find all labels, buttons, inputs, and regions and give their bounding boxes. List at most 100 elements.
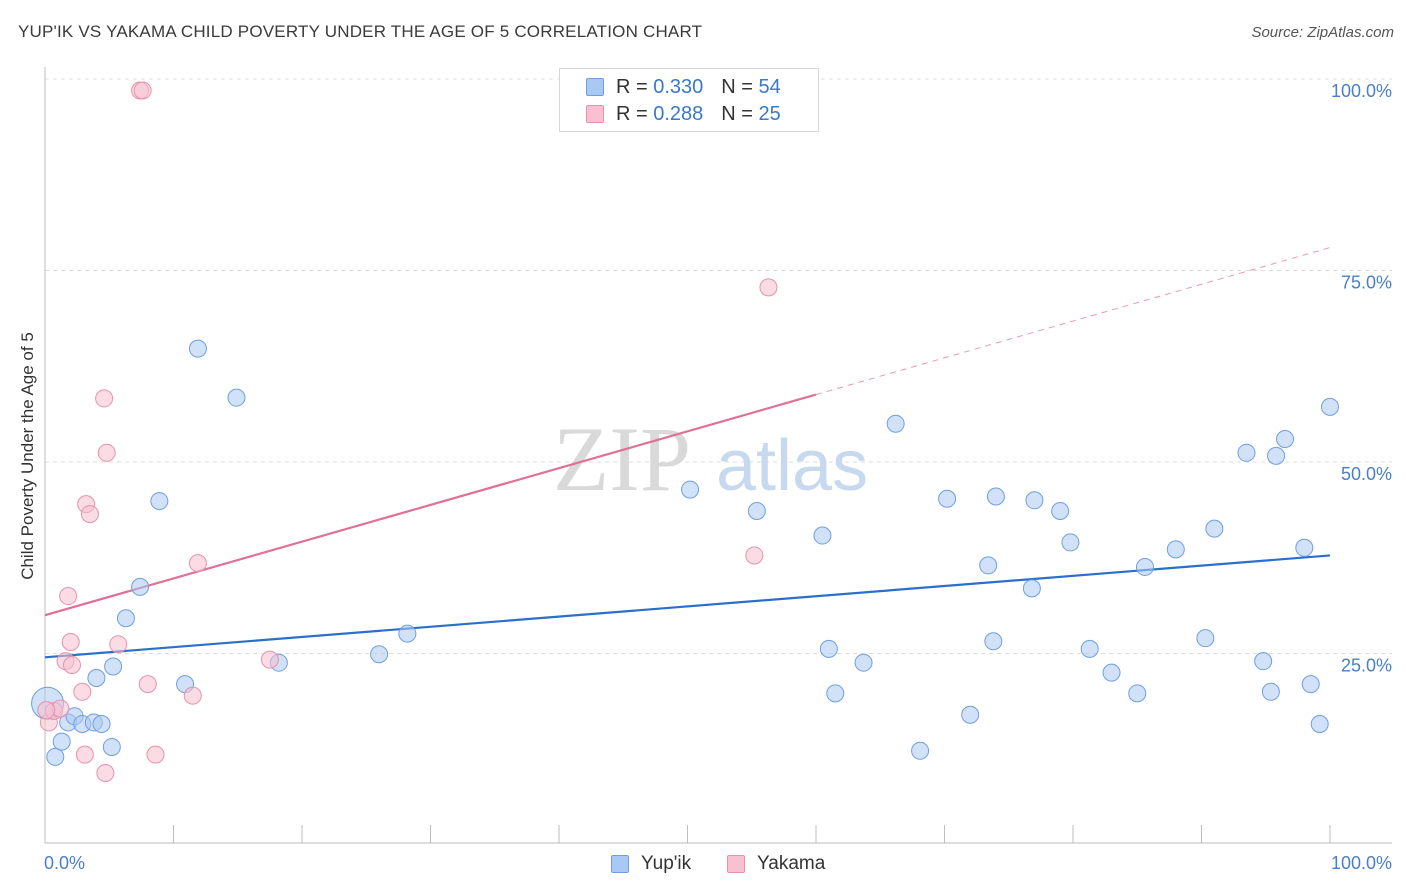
- data-point: [1301, 675, 1320, 694]
- bottom-legend-yakama: Yakama: [727, 852, 825, 876]
- data-point: [116, 609, 135, 628]
- data-point: [826, 684, 845, 703]
- data-point: [986, 487, 1005, 506]
- data-point: [146, 745, 165, 764]
- data-point: [133, 81, 152, 100]
- data-point: [979, 556, 998, 575]
- data-point: [80, 505, 99, 524]
- data-point: [1102, 663, 1121, 682]
- stats-legend: R = 0.330 N = 54 R = 0.288 N = 25: [559, 68, 819, 132]
- source-label: Source: ZipAtlas.com: [1251, 24, 1394, 41]
- bottom-legend-label-yakama: Yakama: [757, 853, 826, 874]
- bottom-legend-swatch-yupik: [611, 855, 629, 873]
- x-tick-label: 0.0%: [44, 853, 85, 873]
- watermark-atlas: atlas: [716, 426, 868, 506]
- legend-row-yakama: R = 0.288 N = 25: [586, 102, 781, 126]
- data-point: [1051, 502, 1070, 521]
- data-point: [759, 278, 778, 297]
- legend-r-value: 0.330: [653, 75, 704, 98]
- data-point: [1310, 714, 1329, 733]
- data-point: [747, 502, 766, 521]
- data-point: [37, 701, 56, 720]
- x-tick-label: 100.0%: [1331, 853, 1392, 873]
- bottom-legend-swatch-yakama: [727, 855, 745, 873]
- data-point: [911, 741, 930, 760]
- data-point: [46, 747, 65, 766]
- y-tick-label: 100.0%: [1331, 81, 1392, 101]
- legend-n-label: N =: [721, 102, 753, 125]
- data-point: [52, 732, 71, 751]
- data-point: [87, 669, 106, 688]
- legend-n-label: N =: [721, 75, 753, 98]
- y-tick-label: 50.0%: [1341, 464, 1392, 484]
- data-point: [183, 686, 202, 705]
- legend-n-value: 54: [758, 75, 781, 98]
- data-point: [984, 632, 1003, 651]
- data-point: [75, 745, 94, 764]
- watermark-zip: ZIP: [553, 408, 691, 510]
- bottom-legend-yupik: Yup'ik: [611, 852, 691, 876]
- legend-swatch-yupik: [586, 78, 604, 96]
- legend-row-yupik: R = 0.330 N = 54: [586, 75, 781, 99]
- data-point: [1135, 557, 1154, 576]
- trend-lines: [44, 247, 1331, 659]
- y-tick-label: 75.0%: [1341, 273, 1392, 293]
- legend-r-label: R =: [616, 75, 648, 98]
- data-point: [1128, 684, 1147, 703]
- data-point: [97, 443, 116, 462]
- data-point: [1267, 446, 1286, 465]
- data-point: [938, 489, 957, 508]
- data-point: [150, 492, 169, 511]
- data-point: [1196, 629, 1215, 648]
- data-point: [109, 635, 128, 654]
- axis-labels: 100.0% 75.0% 50.0% 25.0% 0.0% 100.0% Child Pov…: [18, 81, 1392, 873]
- data-point: [961, 705, 980, 724]
- data-point: [96, 763, 115, 782]
- data-point: [62, 655, 81, 674]
- data-point: [398, 624, 417, 643]
- trend-line-0: [44, 554, 1331, 659]
- data-point: [854, 653, 873, 672]
- data-point: [260, 650, 279, 669]
- data-point: [1254, 652, 1273, 671]
- data-point: [1261, 682, 1280, 701]
- trend-extension-1: [815, 247, 1331, 396]
- bottom-legend-label-yupik: Yup'ik: [641, 853, 692, 874]
- legend-r-value: 0.288: [653, 102, 704, 125]
- data-point: [95, 389, 114, 408]
- legend-swatch-yakama: [586, 105, 604, 123]
- data-point: [131, 577, 150, 596]
- data-point: [188, 339, 207, 358]
- data-point: [813, 526, 832, 545]
- data-point: [886, 414, 905, 433]
- y-tick-label: 25.0%: [1341, 656, 1392, 676]
- data-point: [227, 388, 246, 407]
- y-axis-label: Child Poverty Under the Age of 5: [18, 332, 37, 580]
- data-point: [188, 554, 207, 573]
- data-point: [370, 645, 389, 664]
- data-point: [1166, 540, 1185, 559]
- chart-title: YUP'IK VS YAKAMA CHILD POVERTY UNDER THE…: [18, 22, 703, 41]
- legend-n-value: 25: [758, 102, 781, 125]
- data-points: [31, 81, 1339, 782]
- data-point: [92, 714, 111, 733]
- trend-line-1: [44, 393, 817, 617]
- data-point: [73, 682, 92, 701]
- data-point: [1205, 519, 1224, 538]
- data-point: [1025, 491, 1044, 510]
- data-point: [1061, 533, 1080, 552]
- watermark: ZIP atlas: [553, 408, 868, 510]
- data-point: [1295, 538, 1314, 557]
- data-point: [138, 675, 157, 694]
- data-point: [1321, 397, 1339, 416]
- data-point: [1237, 443, 1256, 462]
- data-point: [1022, 579, 1041, 598]
- data-point: [681, 480, 700, 499]
- data-point: [745, 546, 764, 565]
- data-point: [1080, 639, 1099, 658]
- data-point: [61, 633, 80, 652]
- data-point: [819, 639, 838, 658]
- data-point: [102, 737, 121, 756]
- data-point: [59, 587, 78, 606]
